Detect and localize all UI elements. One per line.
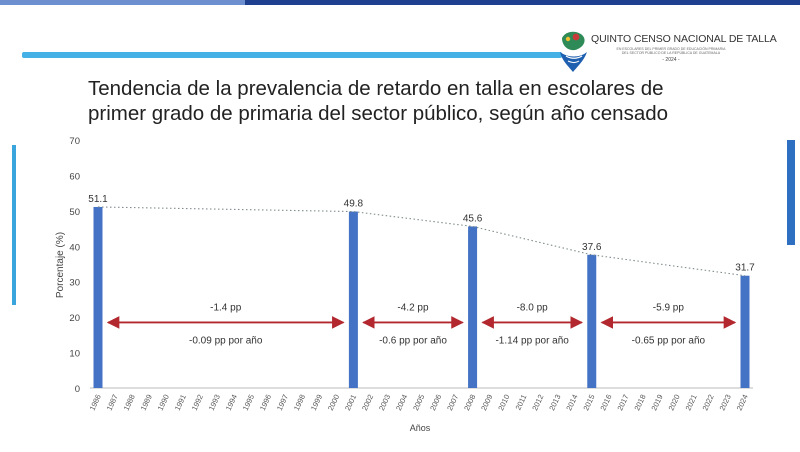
x-tick-label: 1998 (292, 393, 307, 412)
x-tick-label: 2010 (496, 393, 511, 412)
x-tick-label: 2013 (547, 393, 562, 412)
logo-title: QUINTO CENSO NACIONAL DE TALLA (591, 33, 777, 45)
census-logo: QUINTO CENSO NACIONAL DE TALLA EN ESCOLA… (555, 26, 800, 76)
x-tick-label: 1993 (207, 393, 222, 412)
x-tick-label: 2001 (343, 393, 358, 412)
x-tick-label: 2018 (632, 393, 647, 412)
y-tick-label: 30 (69, 278, 80, 289)
bar-value-label: 37.6 (582, 242, 602, 253)
bar-1986 (93, 206, 103, 388)
bar-value-label: 31.7 (735, 263, 755, 274)
interval-rate-label: -1.14 pp por año (495, 335, 569, 346)
y-tick-label: 40 (69, 242, 80, 253)
x-tick-label: 2000 (326, 393, 341, 412)
x-tick-label: 2016 (598, 393, 613, 412)
x-tick-label: 2009 (479, 393, 494, 412)
bar-2015 (587, 254, 597, 388)
x-tick-label: 2002 (360, 393, 375, 412)
chart-title-line-1: Tendencia de la prevalencia de retardo e… (88, 77, 664, 100)
x-tick-label: 2017 (615, 393, 630, 412)
bar-value-label: 51.1 (88, 194, 108, 205)
x-tick-label: 1990 (156, 393, 171, 412)
x-tick-label: 2019 (649, 393, 664, 412)
y-tick-label: 20 (69, 313, 80, 324)
x-tick-label: 1997 (275, 393, 290, 412)
x-tick-label: 2005 (411, 393, 426, 412)
logo-year: - 2024 - (662, 57, 680, 63)
chart-title: Tendencia de la prevalencia de retardo e… (88, 76, 768, 126)
left-accent-bar (12, 145, 16, 305)
logo-subtitle-2: DEL SECTOR PÚBLICO DE LA REPÚBLICA DE GU… (621, 51, 721, 55)
x-tick-label: 2011 (513, 393, 528, 411)
y-tick-label: 0 (75, 384, 80, 395)
x-tick-label: 2021 (684, 393, 699, 412)
bar-value-label: 49.8 (344, 199, 364, 210)
x-tick-label: 2012 (530, 393, 545, 412)
x-tick-label: 1999 (309, 393, 324, 412)
interval-change-label: -8.0 pp (517, 302, 549, 313)
x-tick-label: 1986 (88, 393, 103, 412)
bar-2008 (468, 226, 478, 388)
x-tick-label: 2024 (735, 393, 750, 412)
x-tick-label: 2022 (701, 393, 716, 412)
y-tick-label: 50 (69, 207, 80, 218)
x-tick-label: 2020 (666, 393, 681, 412)
x-tick-label: 1991 (173, 393, 188, 412)
trend-line (97, 206, 746, 277)
x-tick-label: 2014 (564, 393, 579, 412)
interval-rate-label: -0.09 pp por año (189, 335, 263, 346)
x-tick-label: 2004 (394, 393, 409, 412)
chart-title-line-2: primer grado de primaria del sector públ… (88, 102, 669, 125)
x-tick-label: 2015 (581, 393, 596, 412)
interval-rate-label: -0.65 pp por año (632, 335, 706, 346)
quetzal-emblem-icon (560, 31, 587, 72)
interval-rate-label: -0.6 pp por año (379, 335, 447, 346)
x-tick-label: 2006 (428, 393, 443, 412)
interval-change-label: -5.9 pp (653, 302, 685, 313)
interval-change-label: -4.2 pp (397, 302, 429, 313)
bar-value-label: 45.6 (463, 213, 483, 224)
x-tick-label: 1994 (224, 393, 239, 412)
header-divider (22, 52, 562, 58)
interval-change-label: -1.4 pp (210, 302, 242, 313)
bar-2001 (348, 211, 358, 388)
x-tick-label: 1989 (139, 393, 154, 412)
x-tick-label: 1992 (190, 393, 205, 412)
top-banner-accent (0, 0, 245, 5)
x-tick-label: 2008 (462, 393, 477, 412)
top-banner (0, 0, 800, 5)
x-tick-label: 1995 (241, 393, 256, 412)
right-accent-bar (787, 140, 795, 245)
x-tick-label: 2003 (377, 393, 392, 412)
x-tick-label: 2023 (718, 393, 733, 412)
x-tick-label: 2007 (445, 393, 460, 412)
logo-subtitle-1: EN ESCOLARES DEL PRIMER GRADO DE EDUCACI… (616, 47, 726, 51)
y-axis-label: Porcentaje (%) (55, 232, 66, 298)
y-tick-label: 60 (69, 171, 80, 182)
y-tick-label: 70 (69, 136, 80, 147)
x-tick-label: 1988 (122, 393, 137, 412)
x-axis-label: Años (410, 423, 431, 433)
x-tick-label: 1987 (105, 393, 120, 412)
bar-2024 (740, 275, 750, 388)
x-tick-label: 1996 (258, 393, 273, 412)
y-tick-label: 10 (69, 349, 80, 360)
